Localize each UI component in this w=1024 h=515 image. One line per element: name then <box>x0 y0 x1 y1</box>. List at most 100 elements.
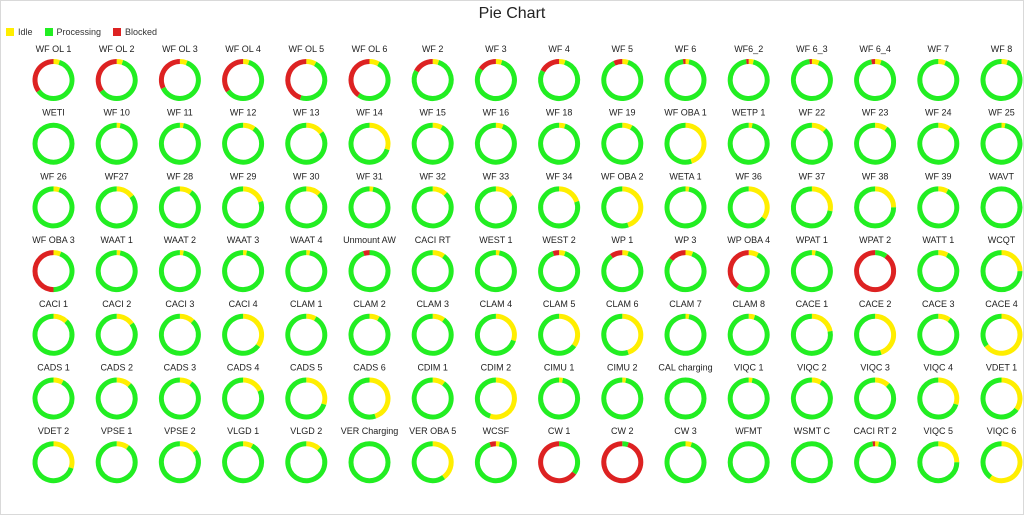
donut-slice-idle[interactable] <box>242 122 256 131</box>
donut-chart[interactable]: CACI 2 <box>95 299 138 356</box>
donut-slice-blocked[interactable] <box>32 250 54 293</box>
donut-chart[interactable]: WFMT <box>727 426 770 484</box>
donut-slice-processing[interactable] <box>36 60 75 101</box>
donut-slice-idle[interactable] <box>306 122 324 135</box>
donut-slice-processing[interactable] <box>917 59 960 101</box>
donut-slice-idle[interactable] <box>622 59 629 65</box>
donut-chart[interactable]: VIQC 2 <box>790 363 833 420</box>
donut-chart[interactable]: WF 39 <box>917 171 960 229</box>
donut-chart[interactable]: WCQT <box>980 235 1023 293</box>
donut-slice-processing[interactable] <box>348 313 391 356</box>
donut-slice-idle[interactable] <box>495 313 517 342</box>
donut-slice-idle[interactable] <box>243 59 250 65</box>
donut-slice-processing[interactable] <box>222 186 265 229</box>
donut-slice-idle[interactable] <box>179 313 195 324</box>
donut-slice-processing[interactable] <box>601 313 629 356</box>
donut-chart[interactable]: VDET 2 <box>32 426 75 484</box>
donut-chart[interactable]: CADS 4 <box>222 363 265 420</box>
donut-slice-idle[interactable] <box>1001 250 1023 272</box>
donut-slice-processing[interactable] <box>727 186 766 229</box>
donut-slice-idle[interactable] <box>53 377 64 385</box>
donut-slice-idle[interactable] <box>685 122 707 164</box>
donut-slice-idle[interactable] <box>1001 377 1023 411</box>
donut-slice-blocked[interactable] <box>601 441 644 484</box>
donut-chart[interactable]: WF 31 <box>348 171 391 229</box>
donut-slice-processing[interactable] <box>222 377 265 420</box>
donut-chart[interactable]: WF 29 <box>222 171 265 229</box>
donut-chart[interactable]: CIMU 2 <box>601 363 644 420</box>
donut-slice-idle[interactable] <box>559 250 566 256</box>
donut-chart[interactable]: CDIM 2 <box>474 363 517 420</box>
donut-slice-idle[interactable] <box>489 377 517 420</box>
donut-chart[interactable]: CACE 1 <box>790 299 833 356</box>
donut-slice-processing[interactable] <box>95 122 138 165</box>
donut-chart[interactable]: Unmount AW <box>343 235 396 293</box>
donut-slice-idle[interactable] <box>495 122 504 129</box>
donut-slice-blocked[interactable] <box>727 250 749 289</box>
donut-slice-idle[interactable] <box>432 186 448 196</box>
donut-chart[interactable]: WF 11 <box>158 108 201 165</box>
donut-slice-idle[interactable] <box>622 313 644 355</box>
donut-slice-processing[interactable] <box>158 377 201 420</box>
donut-slice-idle[interactable] <box>116 377 132 387</box>
donut-chart[interactable]: CADS 1 <box>32 363 75 420</box>
donut-slice-idle[interactable] <box>242 377 263 392</box>
donut-slice-idle[interactable] <box>559 122 566 129</box>
donut-chart[interactable]: VIQC 5 <box>917 426 960 484</box>
donut-chart[interactable]: WF 8 <box>980 44 1023 101</box>
donut-slice-processing[interactable] <box>601 122 644 165</box>
donut-chart[interactable]: WPAT 1 <box>790 235 833 293</box>
donut-slice-processing[interactable] <box>917 441 960 484</box>
donut-slice-blocked[interactable] <box>478 59 497 71</box>
donut-slice-idle[interactable] <box>369 59 380 67</box>
donut-chart[interactable]: WF OL 2 <box>95 44 138 101</box>
donut-slice-idle[interactable] <box>116 59 124 65</box>
donut-slice-idle[interactable] <box>875 59 882 65</box>
donut-slice-idle[interactable] <box>432 59 440 65</box>
donut-chart[interactable]: WF 6_4 <box>854 44 897 101</box>
donut-slice-processing[interactable] <box>558 441 581 475</box>
donut-slice-processing[interactable] <box>411 186 454 229</box>
donut-slice-processing[interactable] <box>285 377 327 420</box>
donut-slice-processing[interactable] <box>664 441 707 484</box>
donut-slice-idle[interactable] <box>116 313 134 326</box>
donut-chart[interactable]: WF 2 <box>411 44 454 101</box>
donut-slice-processing[interactable] <box>854 441 897 484</box>
donut-chart[interactable]: CW 3 <box>664 426 707 484</box>
donut-chart[interactable]: CACI RT 2 <box>854 426 897 484</box>
donut-slice-processing[interactable] <box>727 441 770 484</box>
donut-slice-processing[interactable] <box>95 250 138 293</box>
donut-slice-blocked[interactable] <box>95 59 117 93</box>
donut-slice-processing[interactable] <box>854 186 897 229</box>
donut-chart[interactable]: WF 6 <box>664 44 707 101</box>
donut-slice-idle[interactable] <box>622 250 629 256</box>
donut-chart[interactable]: WAAT 4 <box>285 235 328 293</box>
donut-chart[interactable]: VIQC 6 <box>980 426 1023 484</box>
donut-slice-processing[interactable] <box>53 251 75 293</box>
donut-chart[interactable]: WF 28 <box>158 171 201 229</box>
donut-slice-processing[interactable] <box>158 441 201 484</box>
donut-slice-idle[interactable] <box>306 59 317 67</box>
donut-slice-processing[interactable] <box>727 122 770 165</box>
donut-chart[interactable]: WF 30 <box>285 171 328 229</box>
legend-item-processing[interactable]: Processing <box>44 27 101 37</box>
donut-slice-processing[interactable] <box>664 313 707 356</box>
donut-slice-processing[interactable] <box>226 60 265 101</box>
donut-slice-processing[interactable] <box>601 251 644 293</box>
donut-slice-processing[interactable] <box>474 122 517 165</box>
donut-slice-idle[interactable] <box>242 186 264 203</box>
donut-slice-idle[interactable] <box>558 186 580 203</box>
donut-chart[interactable]: WF 32 <box>411 171 454 229</box>
donut-slice-processing[interactable] <box>727 313 770 356</box>
donut-slice-processing[interactable] <box>411 441 446 484</box>
donut-slice-blocked[interactable] <box>348 59 370 97</box>
donut-chart[interactable]: WP 1 <box>601 235 644 293</box>
donut-slice-processing[interactable] <box>32 186 75 229</box>
donut-chart[interactable]: WSMT C <box>790 426 833 484</box>
donut-slice-idle[interactable] <box>874 186 897 208</box>
donut-chart[interactable]: CADS 3 <box>158 363 201 420</box>
donut-slice-processing[interactable] <box>474 313 516 356</box>
donut-slice-processing[interactable] <box>32 122 75 165</box>
donut-slice-processing[interactable] <box>727 59 770 101</box>
donut-slice-idle[interactable] <box>306 377 328 405</box>
